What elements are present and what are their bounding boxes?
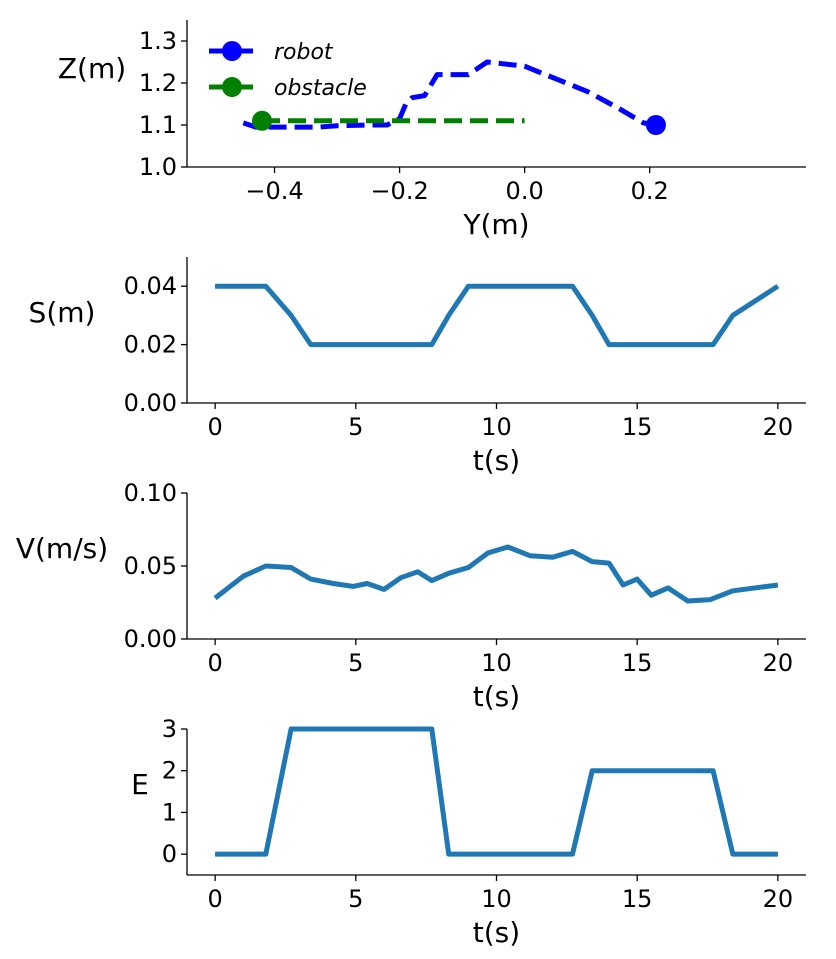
y-axis-label: V(m/s) xyxy=(16,532,108,565)
x-tick-label: −0.4 xyxy=(245,177,303,205)
x-axis-label: t(s) xyxy=(473,916,520,949)
y-tick-label: 1.0 xyxy=(139,153,177,181)
s-time-panel: 0 5 10 15 20 0.00 0.02 0.04 t(s) S(m) xyxy=(29,257,806,477)
x-tick-label: 20 xyxy=(763,413,794,441)
x-tick-label: 0 xyxy=(207,649,222,677)
x-tick-label: 5 xyxy=(348,413,363,441)
series-marker-robot xyxy=(645,115,666,135)
x-axis-label: Y(m) xyxy=(462,208,529,241)
x-tick-label: 15 xyxy=(622,885,653,913)
v-time-panel: 0 5 10 15 20 0.00 0.05 0.10 t(s) V(m/s) xyxy=(16,479,806,713)
y-axis-label: E xyxy=(131,768,149,801)
series-line-S xyxy=(215,283,780,348)
legend-label-robot: robot xyxy=(274,40,334,65)
y-tick-label: 0 xyxy=(162,840,177,868)
y-axis-label: S(m) xyxy=(29,296,96,329)
x-tick-label: 20 xyxy=(763,649,794,677)
y-tick-label: 0.05 xyxy=(124,552,177,580)
x-tick-label: 0 xyxy=(207,885,222,913)
x-tick-label: 20 xyxy=(763,885,794,913)
x-axis-label: t(s) xyxy=(473,680,520,713)
x-axis-label: t(s) xyxy=(473,444,520,477)
yz-trajectory-panel: −0.4 −0.2 0.0 0.2 1.0 1.1 1.2 1.3 Y(m) Z(m) robot o… xyxy=(58,20,806,241)
x-tick-label: −0.2 xyxy=(370,177,428,205)
x-tick-label: 10 xyxy=(481,649,512,677)
y-tick-label: 0.02 xyxy=(124,331,177,359)
x-tick-label: 0.0 xyxy=(506,177,544,205)
x-tick-label: 5 xyxy=(348,885,363,913)
series-marker-obstacle xyxy=(252,110,273,131)
y-tick-label: 2 xyxy=(162,757,177,785)
y-tick-label: 1.2 xyxy=(139,69,177,97)
series-line-robot xyxy=(242,59,657,130)
y-tick-label: 0.04 xyxy=(124,272,177,300)
e-time-panel: 0 5 10 15 20 0 1 2 3 t(s) E xyxy=(131,715,806,949)
x-tick-label: 15 xyxy=(622,413,653,441)
y-tick-label: 3 xyxy=(162,715,177,743)
x-tick-label: 15 xyxy=(622,649,653,677)
legend-marker-robot xyxy=(222,41,242,61)
legend-marker-obstacle xyxy=(222,77,242,97)
legend-label-obstacle: obstacle xyxy=(274,76,367,101)
y-tick-label: 1.1 xyxy=(139,111,177,139)
y-tick-label: 0.00 xyxy=(124,625,177,653)
series-line-E xyxy=(215,726,778,857)
x-tick-label: 10 xyxy=(481,413,512,441)
x-tick-label: 10 xyxy=(481,885,512,913)
x-tick-label: 0 xyxy=(207,413,222,441)
y-tick-label: 0.10 xyxy=(124,479,177,507)
x-tick-label: 0.2 xyxy=(631,177,669,205)
x-tick-label: 5 xyxy=(348,649,363,677)
y-axis-label: Z(m) xyxy=(58,52,126,85)
y-tick-label: 1.3 xyxy=(139,27,177,55)
series-line-V xyxy=(213,544,779,604)
y-tick-label: 0.00 xyxy=(124,389,177,417)
y-tick-label: 1 xyxy=(162,798,177,826)
